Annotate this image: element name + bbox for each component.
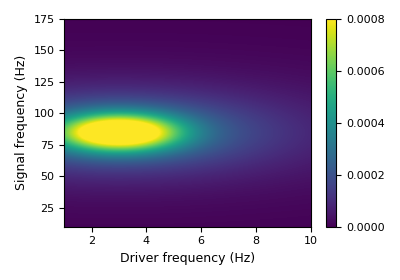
- X-axis label: Driver frequency (Hz): Driver frequency (Hz): [120, 252, 255, 265]
- Y-axis label: Signal frequency (Hz): Signal frequency (Hz): [15, 55, 28, 190]
